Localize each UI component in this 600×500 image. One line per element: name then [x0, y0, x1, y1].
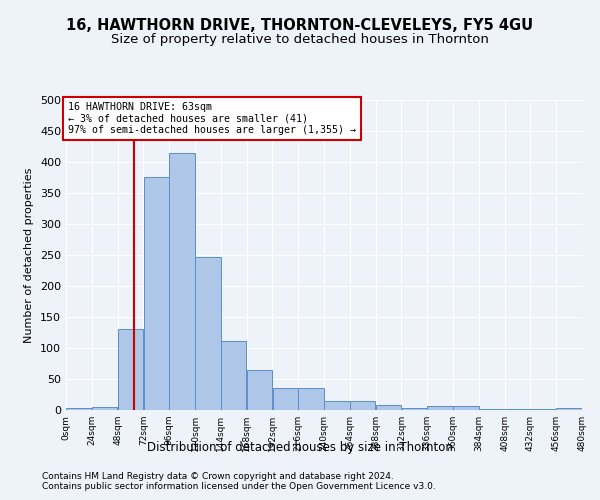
Bar: [143, 177, 169, 410]
Bar: [479, 409, 505, 410]
Text: Size of property relative to detached houses in Thornton: Size of property relative to detached ho…: [111, 32, 489, 46]
Text: Contains public sector information licensed under the Open Government Licence v3: Contains public sector information licen…: [42, 482, 436, 491]
Bar: [298, 388, 324, 410]
Text: 16 HAWTHORN DRIVE: 63sqm
← 3% of detached houses are smaller (41)
97% of semi-de: 16 HAWTHORN DRIVE: 63sqm ← 3% of detache…: [68, 102, 356, 135]
Bar: [376, 405, 401, 410]
Y-axis label: Number of detached properties: Number of detached properties: [25, 168, 34, 342]
Bar: [195, 257, 221, 410]
Bar: [272, 388, 298, 410]
Text: Distribution of detached houses by size in Thornton: Distribution of detached houses by size …: [147, 441, 453, 454]
Bar: [66, 408, 92, 410]
Bar: [221, 341, 247, 410]
Bar: [453, 406, 479, 410]
Bar: [247, 370, 272, 410]
Bar: [427, 406, 453, 410]
Bar: [92, 407, 118, 410]
Bar: [401, 408, 427, 410]
Bar: [556, 408, 582, 410]
Bar: [118, 330, 143, 410]
Bar: [324, 402, 350, 410]
Text: 16, HAWTHORN DRIVE, THORNTON-CLEVELEYS, FY5 4GU: 16, HAWTHORN DRIVE, THORNTON-CLEVELEYS, …: [67, 18, 533, 32]
Bar: [169, 152, 195, 410]
Text: Contains HM Land Registry data © Crown copyright and database right 2024.: Contains HM Land Registry data © Crown c…: [42, 472, 394, 481]
Bar: [350, 402, 376, 410]
